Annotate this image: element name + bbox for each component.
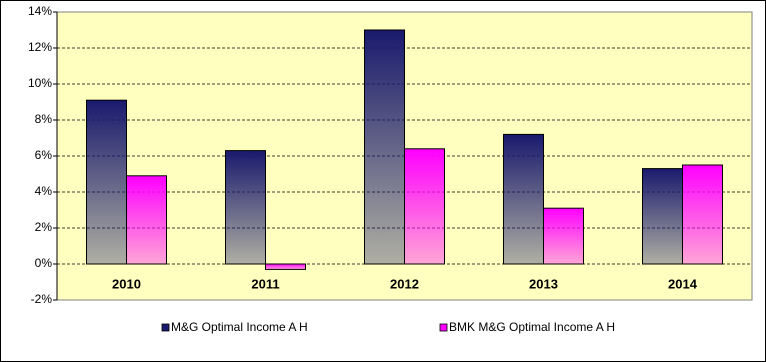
bar (86, 99, 127, 265)
y-tick-label: 0% (35, 256, 53, 270)
legend-swatch (161, 323, 170, 332)
y-tick-label: 10% (28, 76, 52, 90)
y-tick-label: -2% (31, 292, 53, 306)
bar (404, 148, 445, 265)
bar (682, 164, 723, 265)
y-tick-label: 6% (35, 148, 53, 162)
x-tick-label: 2013 (529, 276, 558, 291)
x-tick-label: 2010 (112, 276, 141, 291)
bar (126, 175, 167, 265)
legend-label: BMK M&G Optimal Income A H (449, 320, 615, 334)
x-tick-label: 2012 (390, 276, 419, 291)
bar (265, 263, 306, 270)
y-tick-label: 14% (28, 4, 52, 18)
y-tick-label: 2% (35, 220, 53, 234)
y-tick-label: 4% (35, 184, 53, 198)
bar (642, 168, 683, 265)
x-tick-label: 2014 (668, 276, 698, 291)
x-tick-label: 2011 (251, 276, 279, 291)
y-tick-label: 12% (28, 40, 52, 54)
bar (364, 29, 405, 265)
legend-label: M&G Optimal Income A H (171, 320, 308, 334)
bar (543, 207, 584, 265)
bar (225, 150, 266, 265)
legend-swatch (439, 323, 448, 332)
bar (503, 133, 544, 265)
y-tick-label: 8% (35, 112, 53, 126)
